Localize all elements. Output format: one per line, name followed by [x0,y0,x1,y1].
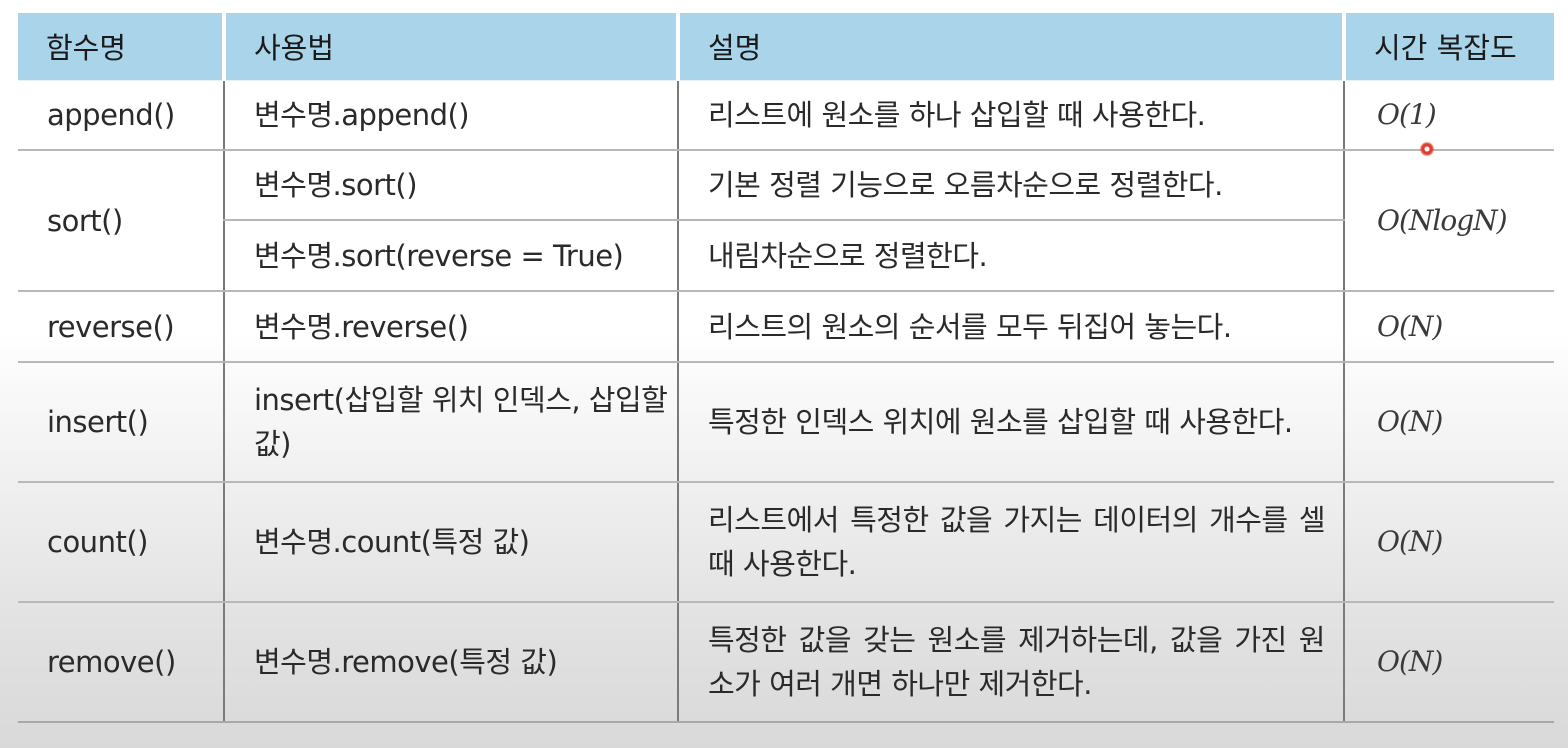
complexity-cell: O(N) [1343,602,1554,723]
complexity-cell: O(1) [1343,80,1554,151]
description-cell: 리스트에서 특정한 값을 가지는 데이터의 개수를 셀 때 사용한다. [677,482,1344,603]
table-row: remove() 변수명.remove(특정 값) 특정한 값을 갖는 원소를 … [18,602,1554,723]
function-name-cell: reverse() [18,291,224,363]
complexity-cell: O(N) [1343,291,1554,363]
table-row: insert() insert(삽입할 위치 인덱스, 삽입할 값) 특정한 인… [18,362,1554,483]
header-row: 함수명 사용법 설명 시간 복잡도 [18,13,1554,81]
function-name-cell: remove() [18,602,224,723]
table-row: append() 변수명.append() 리스트에 원소를 하나 삽입할 때 … [18,80,1554,151]
usage-cell: 변수명.reverse() [223,291,678,363]
function-name-cell: append() [18,80,224,151]
usage-cell: 변수명.count(특정 값) [223,482,678,603]
table-row: 변수명.sort(reverse = True) 내림차순으로 정렬한다. [18,220,1554,292]
function-name-cell: insert() [18,362,224,483]
description-cell: 내림차순으로 정렬한다. [677,220,1344,292]
function-name-cell: sort() [18,150,224,292]
usage-cell: 변수명.sort(reverse = True) [223,220,678,292]
pointer-cursor-icon [1420,142,1434,156]
complexity-cell: O(NlogN) [1343,150,1554,292]
complexity-cell: O(N) [1343,362,1554,483]
usage-cell: 변수명.append() [223,80,678,151]
description-cell: 특정한 값을 갖는 원소를 제거하는데, 값을 가진 원소가 여러 개면 하나만… [677,602,1344,723]
table-body: append() 변수명.append() 리스트에 원소를 하나 삽입할 때 … [18,80,1554,723]
header-usage: 사용법 [222,13,678,81]
header-description: 설명 [676,13,1344,81]
description-cell: 리스트에 원소를 하나 삽입할 때 사용한다. [677,80,1344,151]
usage-cell: 변수명.remove(특정 값) [223,602,678,723]
header-time-complexity: 시간 복잡도 [1342,13,1554,81]
description-cell: 특정한 인덱스 위치에 원소를 삽입할 때 사용한다. [677,362,1344,483]
complexity-cell: O(N) [1343,482,1554,603]
header-function-name: 함수명 [18,13,224,81]
table-row: sort() 변수명.sort() 기본 정렬 기능으로 오름차순으로 정렬한다… [18,150,1554,292]
list-methods-table: 함수명 사용법 설명 시간 복잡도 append() 변수명.append() … [18,13,1554,723]
table-row: reverse() 변수명.reverse() 리스트의 원소의 순서를 모두 … [18,291,1554,363]
usage-cell: 변수명.sort() [223,150,678,221]
description-cell: 기본 정렬 기능으로 오름차순으로 정렬한다. [677,150,1344,221]
function-name-cell: count() [18,482,224,603]
description-cell: 리스트의 원소의 순서를 모두 뒤집어 놓는다. [677,291,1344,363]
table-header: 함수명 사용법 설명 시간 복잡도 [18,13,1554,81]
table-row: count() 변수명.count(특정 값) 리스트에서 특정한 값을 가지는… [18,482,1554,603]
usage-cell: insert(삽입할 위치 인덱스, 삽입할 값) [223,362,678,483]
